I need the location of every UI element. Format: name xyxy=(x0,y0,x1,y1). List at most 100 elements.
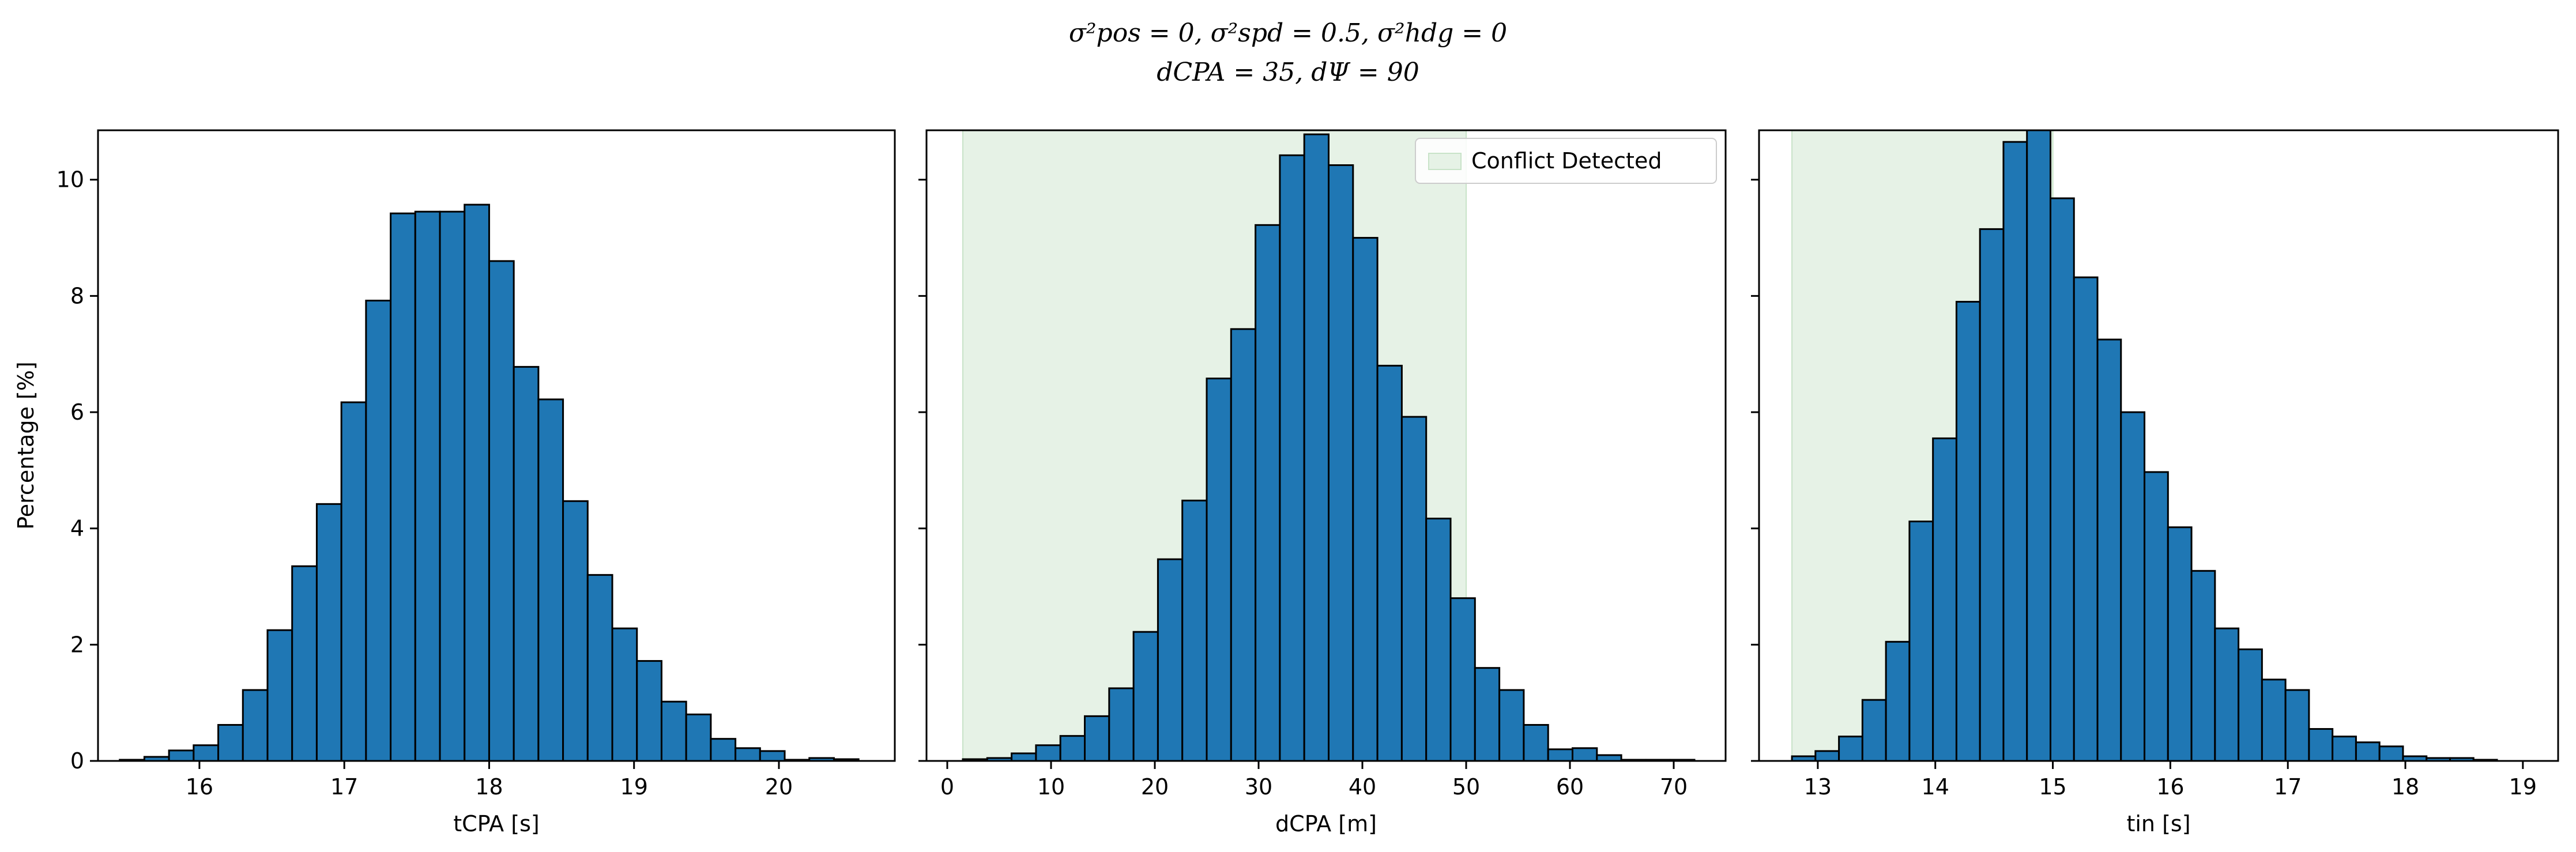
legend-box xyxy=(1415,138,1717,184)
axes-frame xyxy=(1758,129,2559,762)
histogram-bar xyxy=(1498,689,1525,761)
histogram-bar xyxy=(1059,735,1086,761)
histogram-bar xyxy=(759,750,786,761)
y-tick-label: 10 xyxy=(57,167,84,193)
legend-swatch xyxy=(1428,153,1462,170)
histogram-bar xyxy=(242,689,269,761)
histogram-bar xyxy=(2190,570,2216,761)
x-tick-label: 17 xyxy=(330,774,358,800)
legend: Conflict Detected xyxy=(1415,138,1717,184)
histogram-bar xyxy=(611,627,638,761)
histogram-bar xyxy=(291,565,318,761)
histogram-bar xyxy=(193,744,220,761)
histogram-bar xyxy=(1035,744,1061,761)
x-tick-label: 40 xyxy=(1349,774,1376,800)
histogram-bar xyxy=(735,747,761,761)
histogram-bar xyxy=(1279,154,1305,761)
histogram-bar xyxy=(1400,416,1428,761)
histogram-bar xyxy=(390,212,416,761)
y-tick-label: 2 xyxy=(70,632,84,657)
histogram-bar xyxy=(1547,748,1573,761)
histogram-bar xyxy=(2261,678,2287,761)
x-tick-label: 17 xyxy=(2274,774,2302,800)
histogram-bar xyxy=(660,700,687,761)
histogram-bar xyxy=(2308,728,2334,761)
histogram-bar xyxy=(1230,328,1257,761)
histogram-bar xyxy=(2355,741,2381,761)
figure-title-line1: σ²pos = 0, σ²spd = 0.5, σ²hdg = 0 xyxy=(1069,18,1507,48)
x-tick-label: 19 xyxy=(2509,774,2537,800)
y-tick-label: 6 xyxy=(70,399,84,425)
x-tick-label: 19 xyxy=(620,774,648,800)
histogram-bar xyxy=(2049,197,2075,761)
x-axis-label: dCPA [m] xyxy=(1275,811,1377,836)
histogram-bar xyxy=(315,503,342,761)
x-tick-label: 15 xyxy=(2039,774,2066,800)
histogram-bar xyxy=(2214,627,2240,761)
x-tick-label: 70 xyxy=(1660,774,1688,800)
histogram-bar xyxy=(1108,687,1135,761)
y-tick-label: 8 xyxy=(70,283,84,308)
histogram-bar xyxy=(1979,228,2005,761)
y-tick-label: 4 xyxy=(70,516,84,541)
histogram-bar xyxy=(2144,471,2169,761)
histogram-bar xyxy=(1352,237,1379,761)
histogram-bar xyxy=(1523,723,1549,761)
histogram-bar xyxy=(1449,597,1476,761)
histogram-bar xyxy=(562,500,589,761)
plot-area xyxy=(119,203,860,761)
histogram-bar xyxy=(636,660,662,761)
x-tick-label: 16 xyxy=(186,774,213,800)
histogram-bar xyxy=(2332,736,2357,761)
histogram-bar xyxy=(1814,750,1840,761)
histogram-bar xyxy=(1206,378,1232,761)
histogram-bar xyxy=(2026,130,2051,761)
histogram-bar xyxy=(1955,300,1981,761)
axes-frame xyxy=(97,129,896,762)
histogram-bar xyxy=(1376,364,1403,761)
histogram-bar xyxy=(1885,640,1911,761)
histogram-bar xyxy=(1908,521,1934,761)
histogram-bar xyxy=(1255,224,1281,761)
x-tick-label: 60 xyxy=(1556,774,1584,800)
histogram-bar xyxy=(2120,411,2146,761)
histogram-bar xyxy=(2284,689,2310,761)
x-tick-label: 18 xyxy=(475,774,503,800)
histogram-bar xyxy=(464,203,490,761)
histogram-bar xyxy=(414,210,441,761)
figure-title-line2: dCPA = 35, dΨ = 90 xyxy=(1157,58,1419,87)
histogram-bar xyxy=(1425,518,1452,761)
x-tick-label: 10 xyxy=(1037,774,1065,800)
histogram-bar xyxy=(1474,667,1501,761)
histogram-bar xyxy=(439,210,466,761)
histogram-bar xyxy=(365,299,392,761)
histogram-bar xyxy=(1084,715,1110,761)
histogram-bar xyxy=(340,401,367,761)
histogram-bar xyxy=(1157,558,1184,761)
y-axis-label: Percentage [%] xyxy=(13,361,39,530)
histogram-bar xyxy=(488,260,515,761)
histogram-bar xyxy=(2002,141,2028,761)
panel-dcpa-histogram: 0 10 20 30 40 50 60 70 dCPA [m] Conflict Detected xyxy=(918,129,1727,836)
x-tick-label: 16 xyxy=(2156,774,2184,800)
x-tick-label: 20 xyxy=(1141,774,1169,800)
histogram-bar xyxy=(586,574,613,761)
histogram-bar xyxy=(1838,736,1863,761)
histogram-bar xyxy=(1861,699,1887,761)
x-axis-label: tCPA [s] xyxy=(453,811,539,836)
histogram-bar xyxy=(2238,648,2263,761)
x-tick-label: 13 xyxy=(1804,774,1832,800)
histogram-bar xyxy=(1132,631,1159,761)
histogram-bar xyxy=(537,398,564,761)
histogram-bar xyxy=(1303,133,1330,761)
histogram-bar xyxy=(513,365,540,761)
histogram-bar xyxy=(1572,747,1598,761)
x-axis-label: tin [s] xyxy=(2126,811,2190,836)
y-tick-label: 0 xyxy=(70,748,84,774)
axes-frame xyxy=(925,129,1727,762)
histogram-bar xyxy=(217,723,244,761)
histogram-bar xyxy=(710,738,737,761)
histogram-bar xyxy=(685,713,712,761)
x-tick-label: 20 xyxy=(765,774,793,800)
